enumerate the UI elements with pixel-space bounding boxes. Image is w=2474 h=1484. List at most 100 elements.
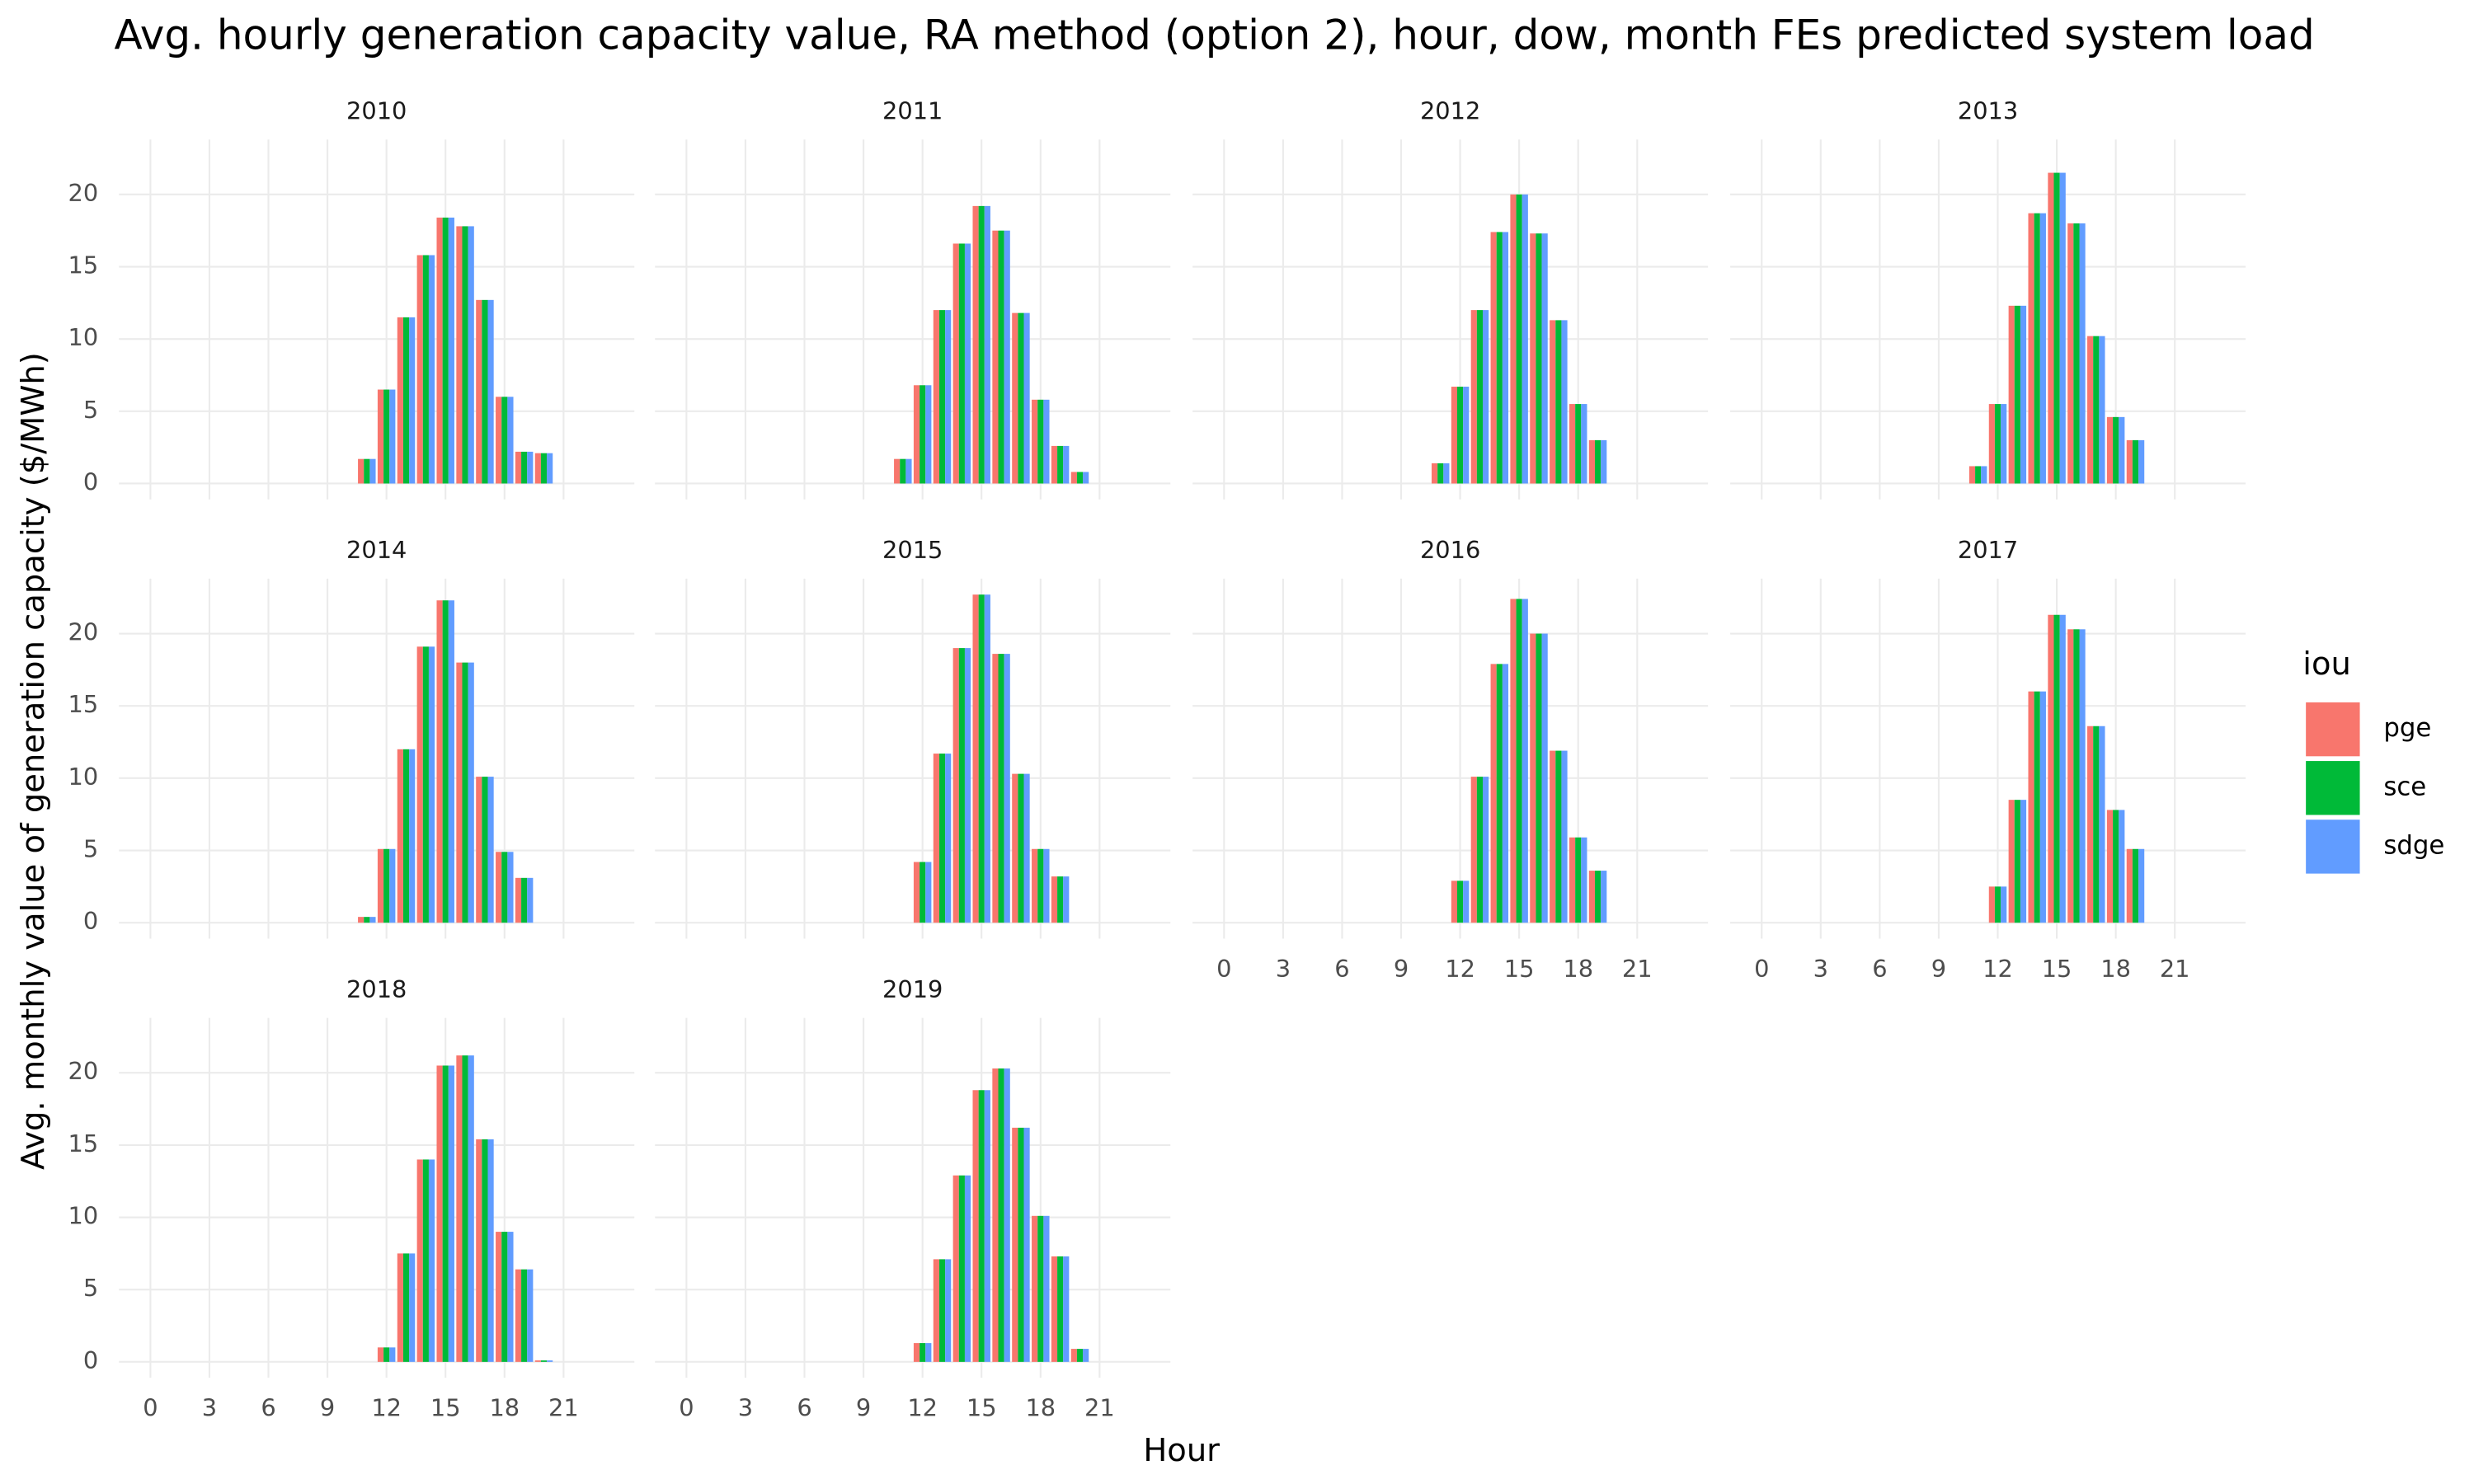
- bar: [521, 877, 528, 923]
- bar: [428, 1159, 435, 1362]
- bar: [945, 310, 952, 484]
- bar: [1594, 439, 1602, 484]
- bar: [501, 397, 508, 484]
- bar: [998, 1068, 1004, 1362]
- x-tick-label: 6: [261, 1394, 275, 1422]
- bar: [2093, 726, 2100, 923]
- x-tick-label: 0: [1216, 955, 1231, 983]
- y-tick-label: 20: [68, 1057, 99, 1085]
- bar: [534, 1360, 541, 1362]
- bar: [383, 389, 390, 484]
- bar: [1057, 876, 1064, 923]
- strip-title: 2016: [1420, 536, 1480, 564]
- x-axis-title: Hour: [1143, 1432, 1220, 1469]
- bar: [487, 1139, 494, 1362]
- bar: [1070, 1349, 1077, 1362]
- bar: [1043, 399, 1050, 484]
- bar: [540, 1360, 548, 1362]
- bar: [422, 646, 429, 923]
- bar: [964, 648, 971, 923]
- bar: [933, 1259, 939, 1362]
- bar: [1516, 599, 1522, 923]
- x-tick-label: 0: [1754, 955, 1769, 983]
- bar: [952, 1175, 959, 1362]
- x-tick-label: 9: [1394, 955, 1409, 983]
- bar: [2087, 336, 2094, 484]
- bar: [972, 1090, 979, 1362]
- bar: [436, 217, 443, 484]
- bar: [2059, 614, 2066, 923]
- bar: [2053, 172, 2060, 484]
- bar: [984, 594, 990, 923]
- bar: [1490, 664, 1497, 923]
- x-tick-label: 15: [967, 1394, 997, 1422]
- bar: [1522, 599, 1528, 923]
- bar: [913, 385, 920, 484]
- bar: [507, 852, 514, 923]
- bar: [1451, 881, 1458, 923]
- bar: [1051, 1256, 1058, 1362]
- bar: [1561, 750, 1568, 923]
- bar: [1437, 463, 1444, 484]
- bar: [958, 243, 965, 484]
- bar: [436, 1065, 443, 1362]
- bar: [2048, 172, 2054, 484]
- bar: [1018, 312, 1024, 484]
- bar: [925, 862, 932, 923]
- x-tick-label: 3: [1813, 955, 1828, 983]
- bar: [476, 1139, 482, 1362]
- bar: [2014, 800, 2020, 923]
- bar: [389, 1347, 396, 1362]
- bar: [1581, 404, 1587, 484]
- bar: [900, 458, 906, 484]
- bar: [1516, 194, 1522, 484]
- strip-title: 2011: [882, 97, 943, 125]
- bar: [402, 317, 410, 484]
- x-tick-label: 21: [2160, 955, 2190, 983]
- strip-title: 2014: [346, 536, 407, 564]
- bar: [1018, 1127, 1024, 1362]
- x-tick-label: 9: [320, 1394, 335, 1422]
- bar: [1490, 232, 1497, 484]
- bar: [1457, 881, 1464, 923]
- bar: [448, 1065, 454, 1362]
- y-tick-label: 0: [83, 907, 98, 935]
- bar: [515, 877, 522, 923]
- legend-title: iou: [2302, 646, 2351, 683]
- bar: [1994, 404, 2001, 484]
- bar: [487, 299, 494, 484]
- strip-title: 2015: [882, 536, 943, 564]
- y-tick-label: 20: [68, 618, 99, 646]
- bar: [1476, 310, 1484, 484]
- bar: [2119, 810, 2125, 923]
- bar: [978, 1090, 985, 1362]
- bar: [547, 1360, 553, 1362]
- bar: [1018, 773, 1024, 923]
- x-tick-label: 3: [738, 1394, 753, 1422]
- bar: [1470, 310, 1477, 484]
- bar: [1496, 232, 1503, 484]
- bar: [383, 848, 390, 923]
- bar: [1431, 463, 1438, 484]
- bar: [397, 317, 403, 484]
- bar: [416, 1159, 423, 1362]
- bar: [507, 397, 514, 484]
- bar: [1594, 871, 1602, 923]
- bar: [933, 310, 939, 484]
- bar: [527, 877, 534, 923]
- bar: [2020, 800, 2027, 923]
- bar: [1063, 445, 1070, 484]
- bar: [448, 217, 454, 484]
- bar: [496, 852, 502, 923]
- bar: [1588, 871, 1595, 923]
- bar: [527, 1269, 534, 1362]
- bar: [402, 749, 410, 923]
- bar: [2028, 691, 2034, 923]
- bar: [428, 255, 435, 484]
- bar: [972, 594, 979, 923]
- x-tick-label: 6: [1872, 955, 1887, 983]
- bar: [521, 451, 528, 484]
- bar: [2079, 629, 2086, 923]
- bar: [1550, 750, 1556, 923]
- bar: [1536, 633, 1542, 923]
